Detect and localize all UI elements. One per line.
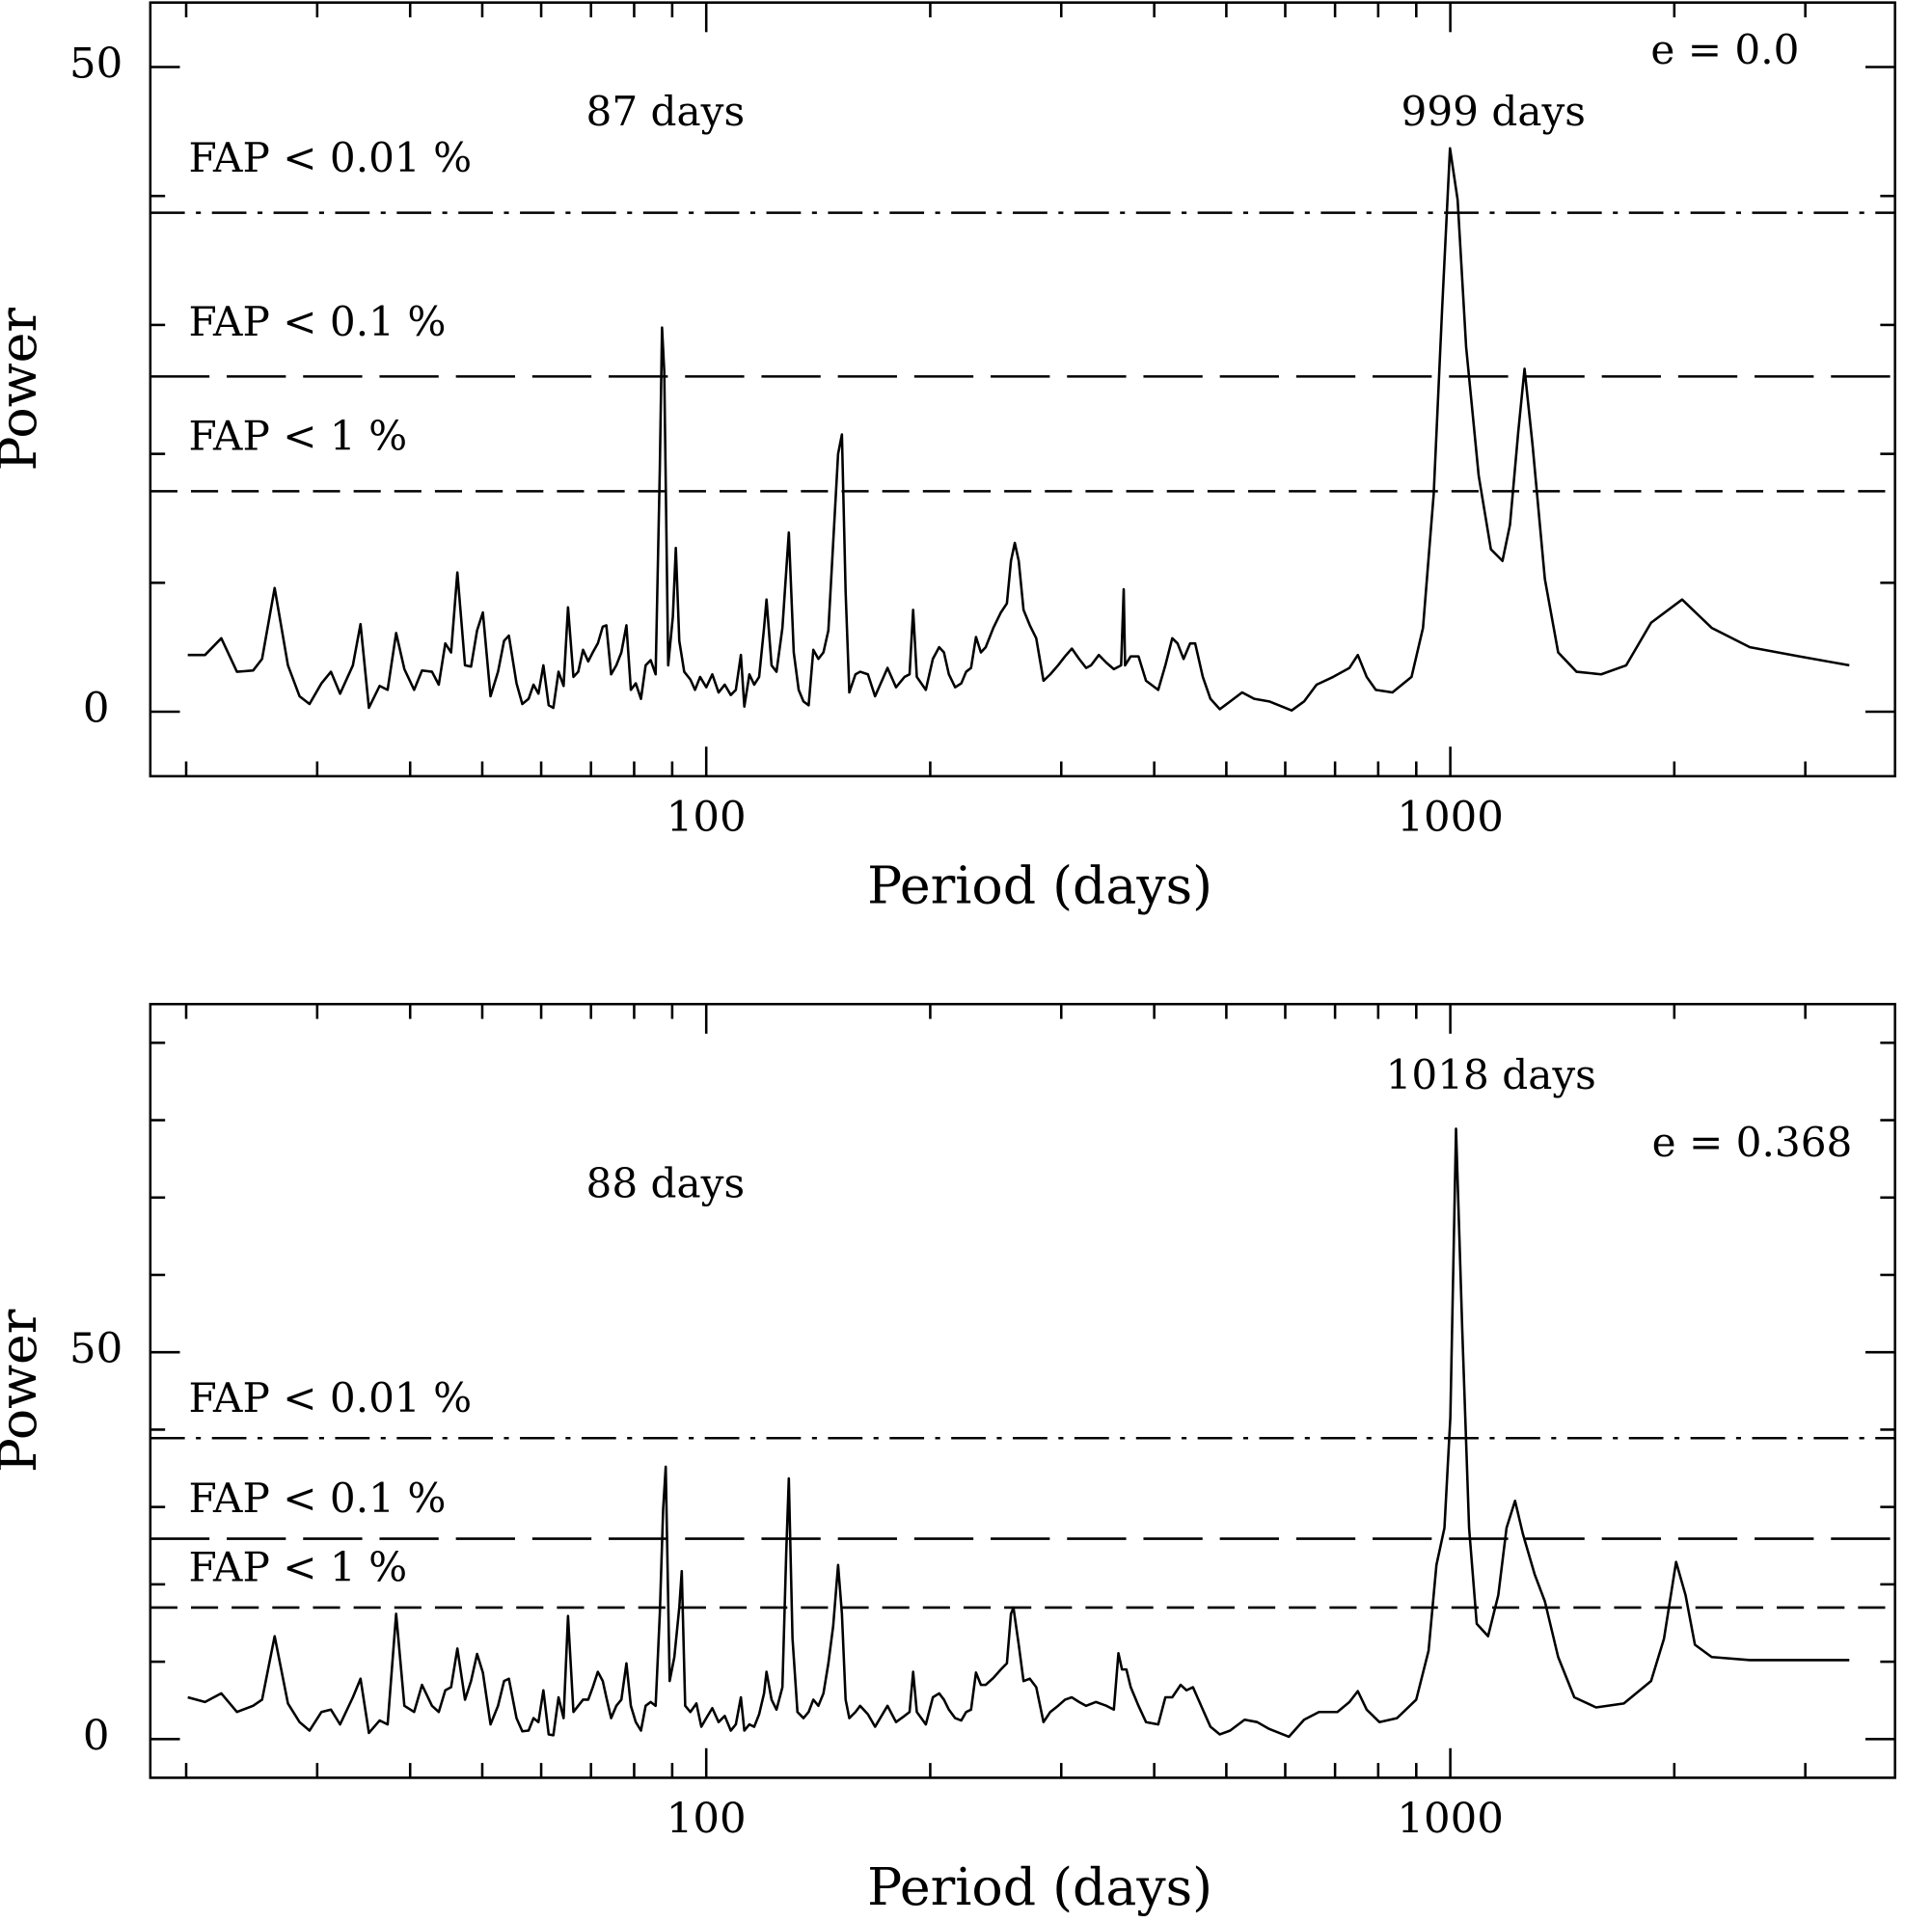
- x-axis-label: Period (days): [867, 854, 1212, 915]
- plot-frame: [149, 1, 1896, 778]
- y-tick-label: 50: [69, 41, 122, 89]
- fap-label: FAP < 0.01 %: [188, 1374, 472, 1421]
- annotation: 87 days: [586, 88, 746, 135]
- fap-label: FAP < 1 %: [188, 413, 407, 460]
- x-tick-label: 1000: [1397, 1795, 1504, 1843]
- annotation: e = 0.0: [1650, 26, 1799, 73]
- fap-label: FAP < 0.1 %: [188, 298, 446, 345]
- x-tick-label: 100: [667, 794, 747, 842]
- plot-frame: [149, 1002, 1896, 1779]
- y-tick-label: 0: [83, 685, 110, 733]
- y-axis-label: Power: [0, 1309, 48, 1473]
- annotation: 1018 days: [1386, 1051, 1596, 1098]
- fap-label: FAP < 0.01 %: [188, 134, 472, 181]
- annotation: e = 0.368: [1652, 1119, 1853, 1166]
- x-tick-label: 100: [667, 1795, 747, 1843]
- y-tick-label: 0: [83, 1712, 110, 1760]
- fap-label: FAP < 0.1 %: [188, 1475, 446, 1522]
- fap-label: FAP < 1 %: [188, 1544, 407, 1591]
- annotation: 999 days: [1401, 88, 1586, 135]
- y-axis-label: Power: [0, 308, 48, 472]
- y-tick-label: 50: [69, 1325, 122, 1373]
- x-axis-label: Period (days): [867, 1856, 1212, 1917]
- power-line: [187, 147, 1850, 712]
- power-line: [187, 1127, 1850, 1739]
- x-tick-label: 1000: [1397, 794, 1504, 842]
- annotation: 88 days: [586, 1159, 746, 1206]
